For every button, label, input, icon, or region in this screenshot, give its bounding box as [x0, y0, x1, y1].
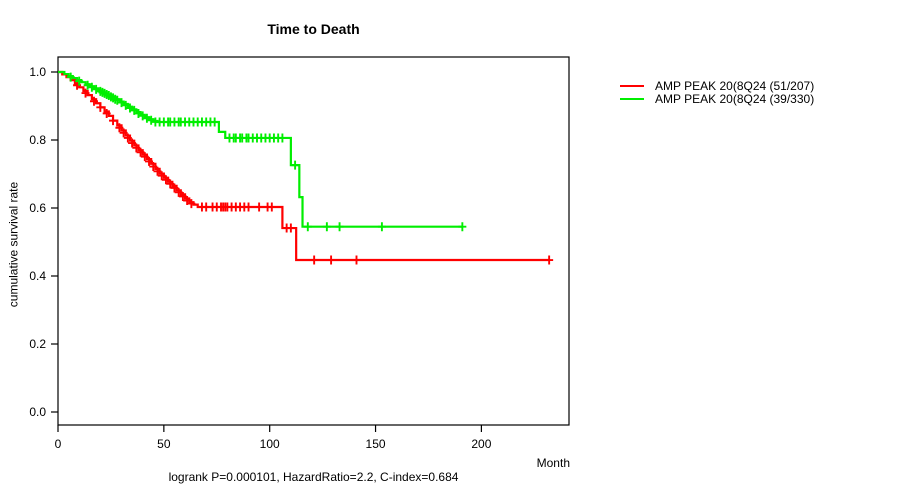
y-tick-label: 0.4 [29, 269, 46, 283]
red-line-swatch [620, 84, 644, 87]
y-tick-label: 0.6 [29, 201, 46, 215]
survival-curve-0 [58, 70, 550, 262]
x-axis-title: Month [536, 456, 570, 470]
y-tick-label: 0.2 [29, 337, 46, 351]
legend: AMP PEAK 20(8Q24 (51/207) AMP PEAK 20(8Q… [620, 78, 815, 106]
survival-curve-1 [58, 70, 463, 228]
x-tick-label: 50 [157, 437, 171, 451]
y-tick-label: 0.8 [29, 133, 46, 147]
plot-box [57, 56, 570, 426]
x-tick-label: 100 [260, 437, 280, 451]
censor-marks-0 [73, 80, 554, 265]
stats-annotation: logrank P=0.000101, HazardRatio=2.2, C-i… [168, 470, 459, 484]
x-tick-label: 200 [471, 437, 491, 451]
legend-label-red-series: AMP PEAK 20(8Q24 (51/207) [655, 78, 815, 93]
x-tick-label: 0 [55, 437, 62, 451]
legend-item-red-series: AMP PEAK 20(8Q24 (51/207) [620, 78, 815, 93]
y-axis-title: cumulative survival rate [6, 181, 21, 308]
legend-label-green-series: AMP PEAK 20(8Q24 (39/330) [655, 91, 815, 106]
legend-item-green-series: AMP PEAK 20(8Q24 (39/330) [620, 91, 815, 106]
y-tick-label: 1.0 [29, 65, 46, 79]
green-line-swatch [620, 97, 644, 100]
chart-title: Time to Death [267, 21, 360, 37]
y-tick-label: 0.0 [29, 405, 46, 419]
censor-marks-1 [66, 72, 467, 232]
x-tick-label: 150 [366, 437, 386, 451]
